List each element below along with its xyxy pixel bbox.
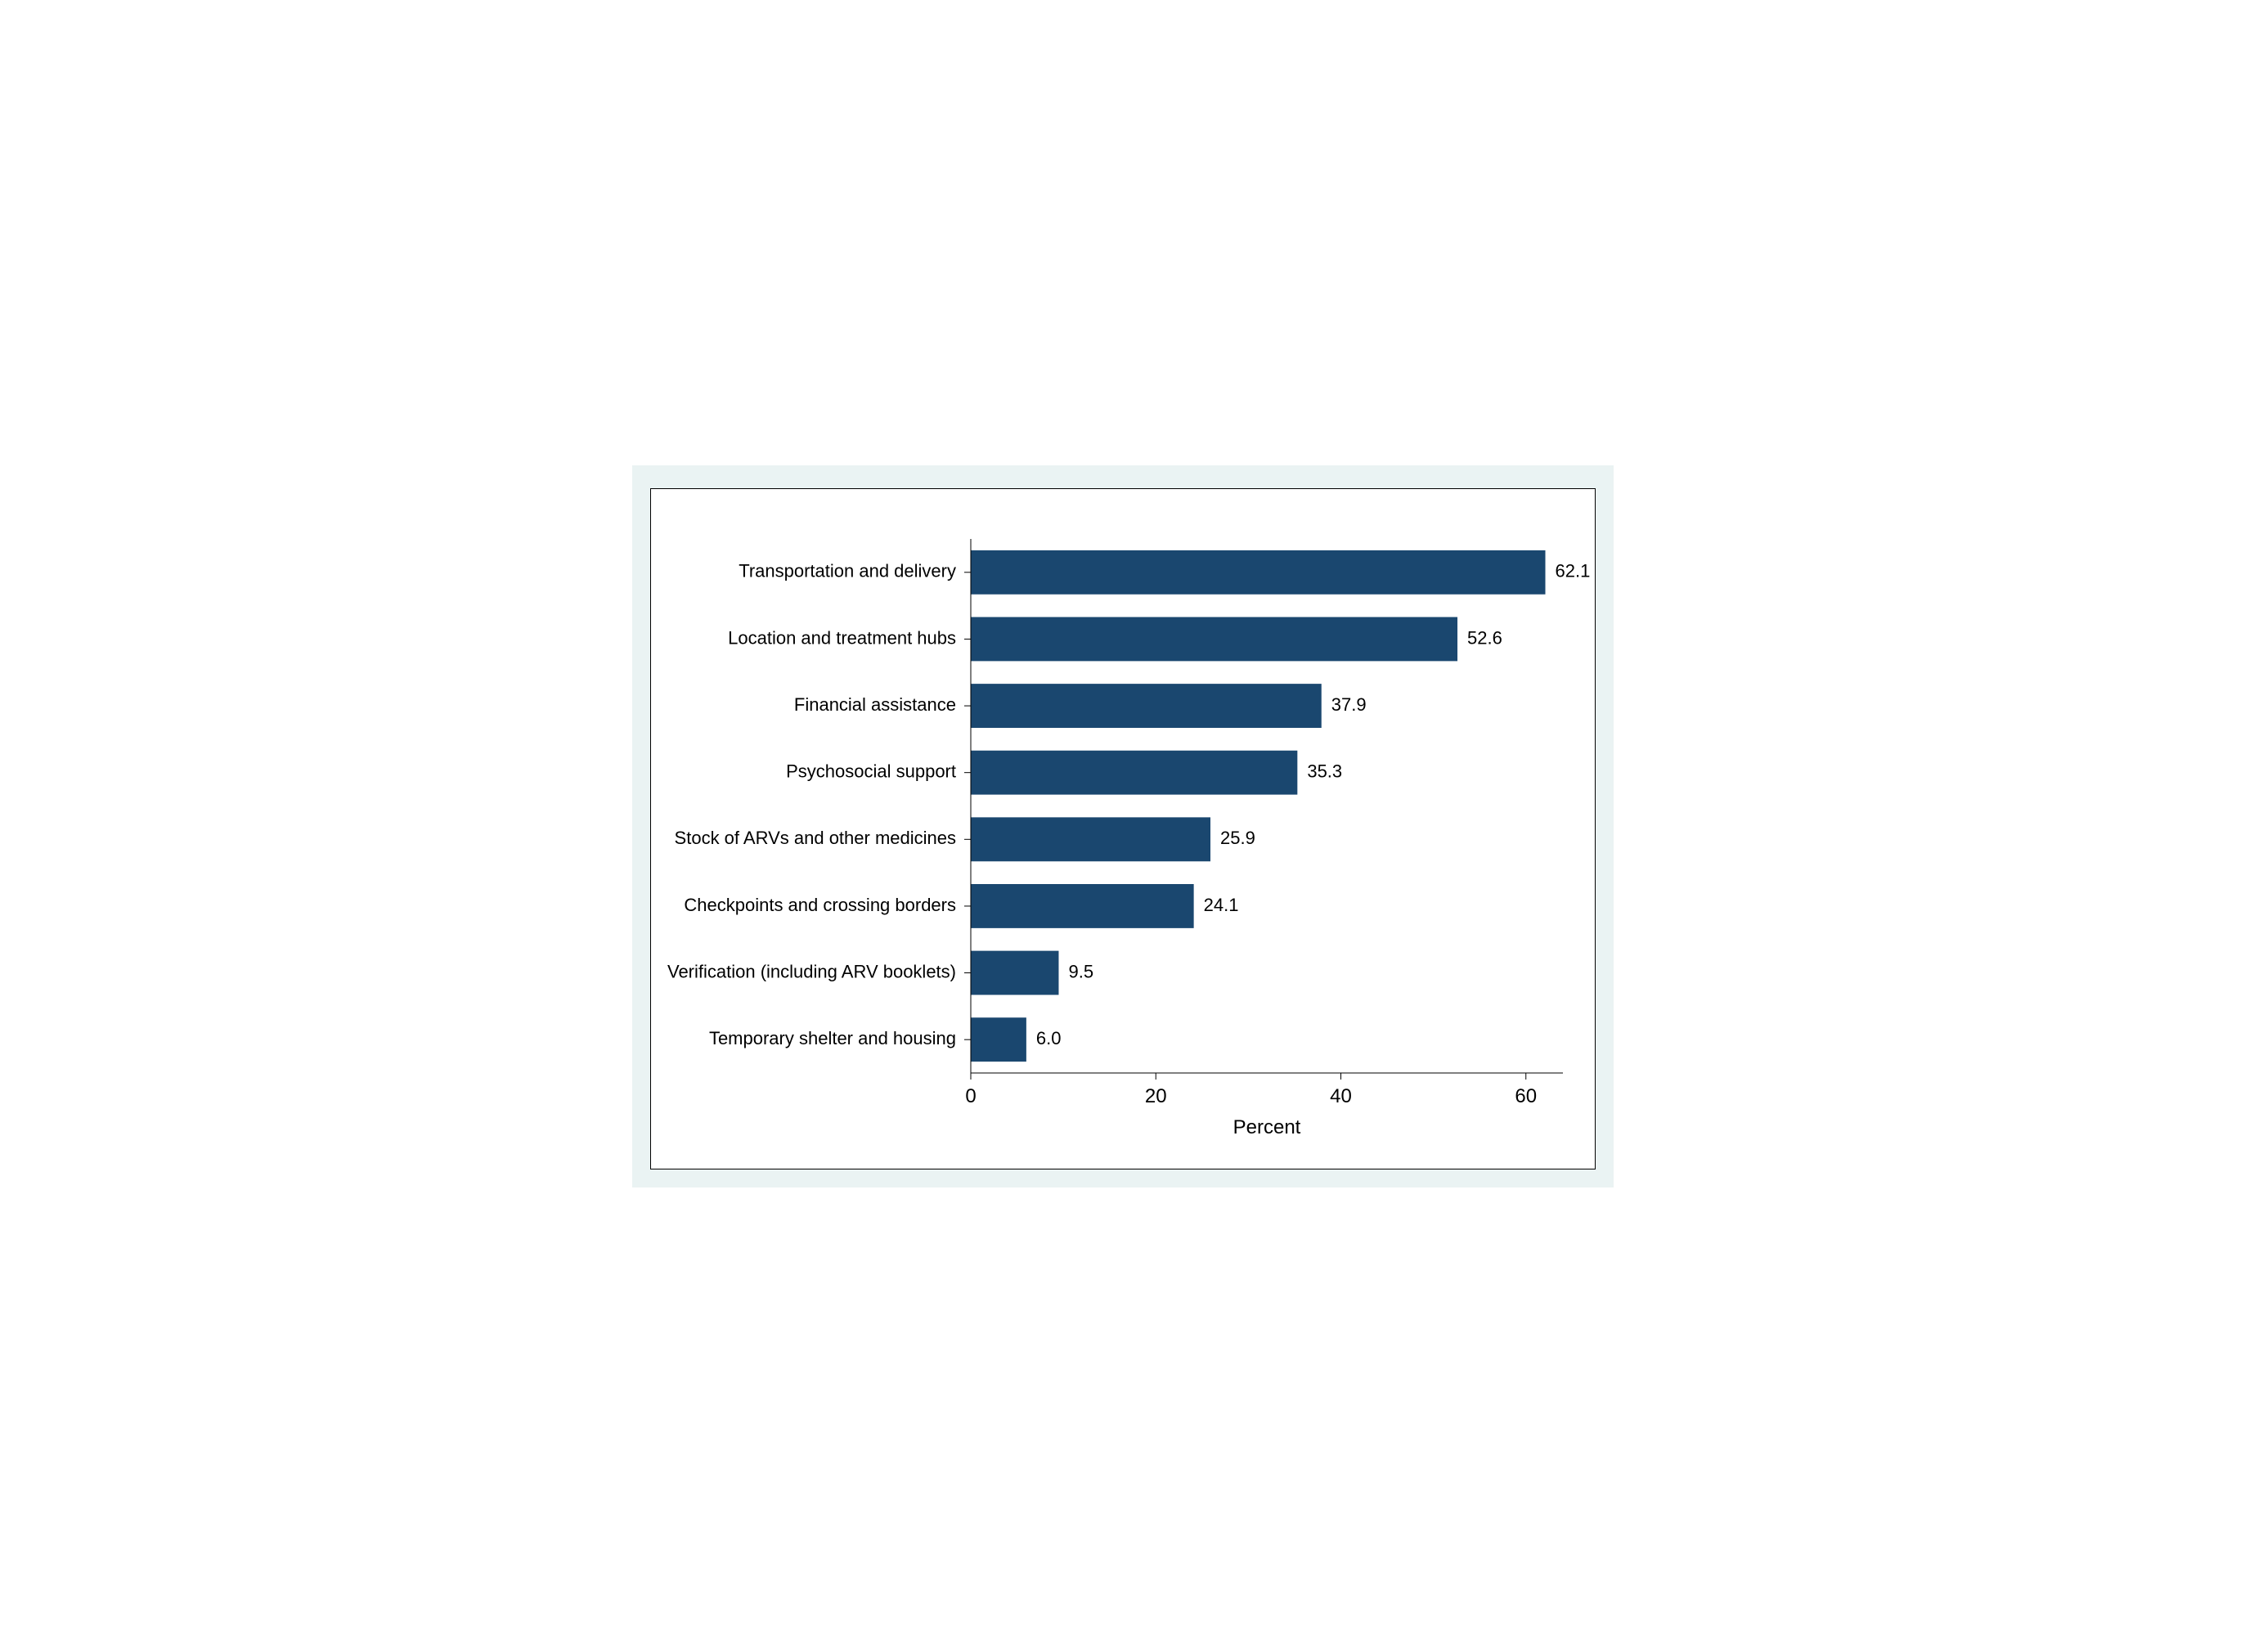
bar-value-label: 52.6: [1467, 627, 1502, 648]
bar: [971, 884, 1194, 928]
bar-value-label: 24.1: [1203, 894, 1238, 914]
y-tick-label: Psychosocial support: [786, 761, 956, 781]
y-tick-label: Transportation and delivery: [739, 560, 956, 581]
x-tick-label: 20: [1144, 1085, 1166, 1107]
bar: [971, 550, 1546, 594]
bar: [971, 817, 1210, 861]
bar-value-label: 35.3: [1307, 761, 1342, 781]
x-tick-label: 0: [965, 1085, 976, 1107]
chart-plot-wrap: 62.1 Transportation and delivery 52.6 Locat…: [650, 488, 1596, 1169]
bar: [971, 750, 1297, 794]
y-tick-label: Financial assistance: [793, 694, 955, 714]
x-axis-label: Percent: [1233, 1116, 1300, 1138]
y-tick-label: Location and treatment hubs: [728, 627, 956, 648]
bar-value-label: 25.9: [1219, 828, 1255, 848]
bar: [971, 684, 1322, 728]
bar-value-label: 62.1: [1555, 560, 1590, 581]
y-tick-label: Verification (including ARV booklets): [667, 961, 955, 981]
bar: [971, 950, 1058, 994]
x-tick-label: 60: [1515, 1085, 1537, 1107]
bar-value-label: 9.5: [1068, 961, 1093, 981]
bar: [971, 1017, 1026, 1062]
bar: [971, 617, 1457, 661]
y-tick-label: Temporary shelter and housing: [708, 1028, 955, 1048]
x-tick-label: 40: [1330, 1085, 1352, 1107]
bar-value-label: 37.9: [1331, 694, 1366, 714]
y-tick-label: Stock of ARVs and other medicines: [674, 828, 955, 848]
bar-value-label: 6.0: [1035, 1028, 1061, 1048]
bar-chart: 62.1 Transportation and delivery 52.6 Locat…: [650, 488, 1596, 1169]
chart-outer: 62.1 Transportation and delivery 52.6 Locat…: [632, 465, 1614, 1187]
y-tick-label: Checkpoints and crossing borders: [684, 894, 956, 914]
